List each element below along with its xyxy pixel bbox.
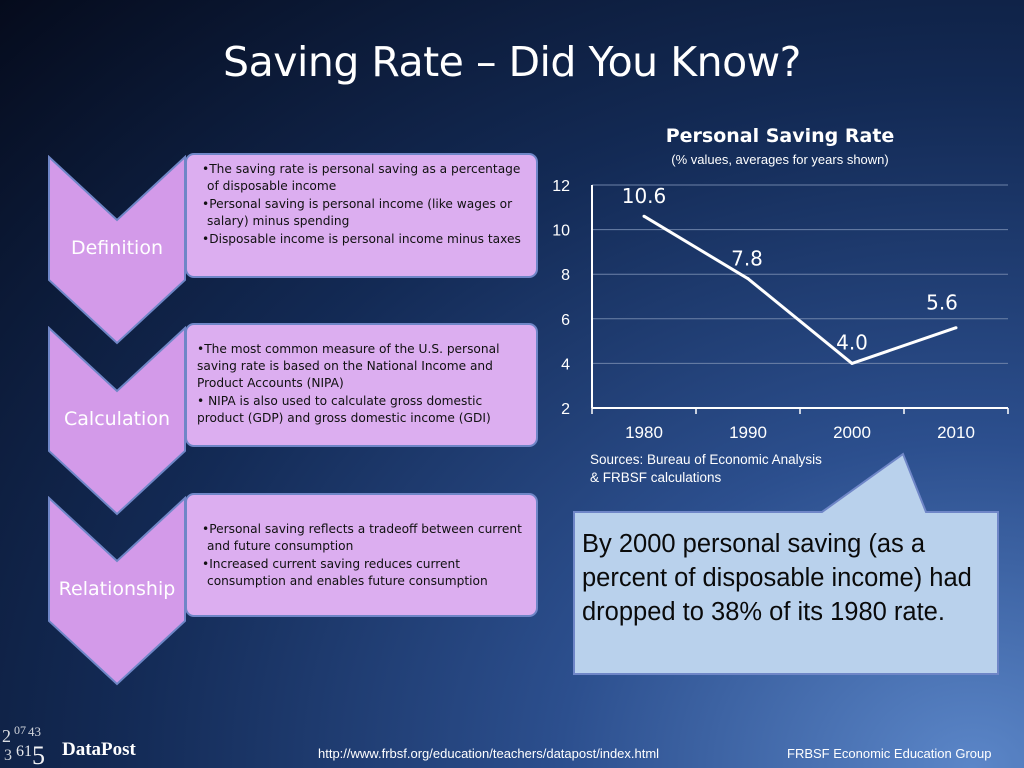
relationship-box: •Personal saving reflects a tradeoff bet…: [185, 493, 538, 617]
y-tick-label: 6: [561, 312, 570, 329]
bullet-text: •Personal saving reflects a tradeoff bet…: [202, 522, 522, 553]
saving-rate-chart: 12 10 8 6 4 2 1980 1990 2000 2010 10.6 7.8 4.0 5.6: [552, 178, 1009, 442]
x-tick-label: 2010: [937, 423, 975, 442]
svg-text:07: 07: [14, 723, 26, 737]
sources-line: & FRBSF calculations: [590, 470, 722, 485]
calculation-box: •The most common measure of the U.S. per…: [185, 323, 538, 447]
datapost-logo-text: DataPost: [62, 739, 136, 760]
svg-text:61: 61: [16, 743, 32, 760]
data-label: 4.0: [836, 330, 868, 354]
svg-text:5: 5: [32, 741, 45, 768]
data-point: [746, 277, 750, 281]
y-tick-label: 2: [561, 401, 570, 418]
data-point: [642, 214, 646, 218]
svg-text:43: 43: [28, 724, 41, 739]
sources-line: Sources: Bureau of Economic Analysis: [590, 452, 822, 467]
bullet-text: •Personal saving is personal income (lik…: [202, 197, 513, 228]
chevron-label: Relationship: [58, 578, 176, 600]
y-tick-label: 8: [561, 267, 570, 284]
data-label: 5.6: [926, 291, 958, 315]
x-tick-label: 2000: [833, 423, 871, 442]
footer-group: FRBSF Economic Education Group: [787, 746, 992, 761]
slide-title: Saving Rate – Did You Know?: [223, 38, 801, 86]
footer-url[interactable]: http://www.frbsf.org/education/teachers/…: [318, 746, 660, 761]
x-tick-label: 1990: [729, 423, 767, 442]
bullet-text: •The saving rate is personal saving as a…: [202, 162, 521, 193]
svg-text:2: 2: [2, 726, 11, 746]
x-tick-label: 1980: [625, 423, 663, 442]
y-tick-label: 12: [552, 178, 570, 195]
data-label: 10.6: [622, 184, 667, 208]
chevron-label: Calculation: [64, 408, 170, 430]
svg-text:3: 3: [4, 747, 12, 764]
definition-box: •The saving rate is personal saving as a…: [185, 153, 538, 278]
callout-text: By 2000 personal saving (as a percent of…: [582, 530, 972, 626]
bullet-text: •Disposable income is personal income mi…: [202, 232, 521, 246]
series-line: [643, 214, 957, 365]
chart-sources: Sources: Bureau of Economic Analysis & F…: [590, 451, 822, 487]
data-label: 7.8: [731, 247, 763, 271]
datapost-logo-icon: 2 07 43 3 61 5: [2, 723, 45, 768]
bullet-text: • NIPA is also used to calculate gross d…: [197, 394, 491, 425]
data-point: [850, 361, 854, 365]
data-point: [954, 326, 958, 330]
callout-bubble: [573, 452, 999, 675]
chevron-calculation: Calculation: [47, 326, 187, 516]
y-tick-label: 4: [561, 356, 570, 373]
chart-subtitle: (% values, averages for years shown): [671, 152, 889, 167]
chevron-definition: Definition: [47, 155, 187, 345]
chevron-label: Definition: [70, 237, 163, 259]
y-tick-label: 10: [552, 223, 570, 240]
chevron-relationship: Relationship: [47, 496, 187, 686]
bullet-text: •Increased current saving reduces curren…: [202, 557, 488, 588]
bullet-text: •The most common measure of the U.S. per…: [197, 342, 500, 390]
chart-title: Personal Saving Rate: [665, 125, 895, 147]
